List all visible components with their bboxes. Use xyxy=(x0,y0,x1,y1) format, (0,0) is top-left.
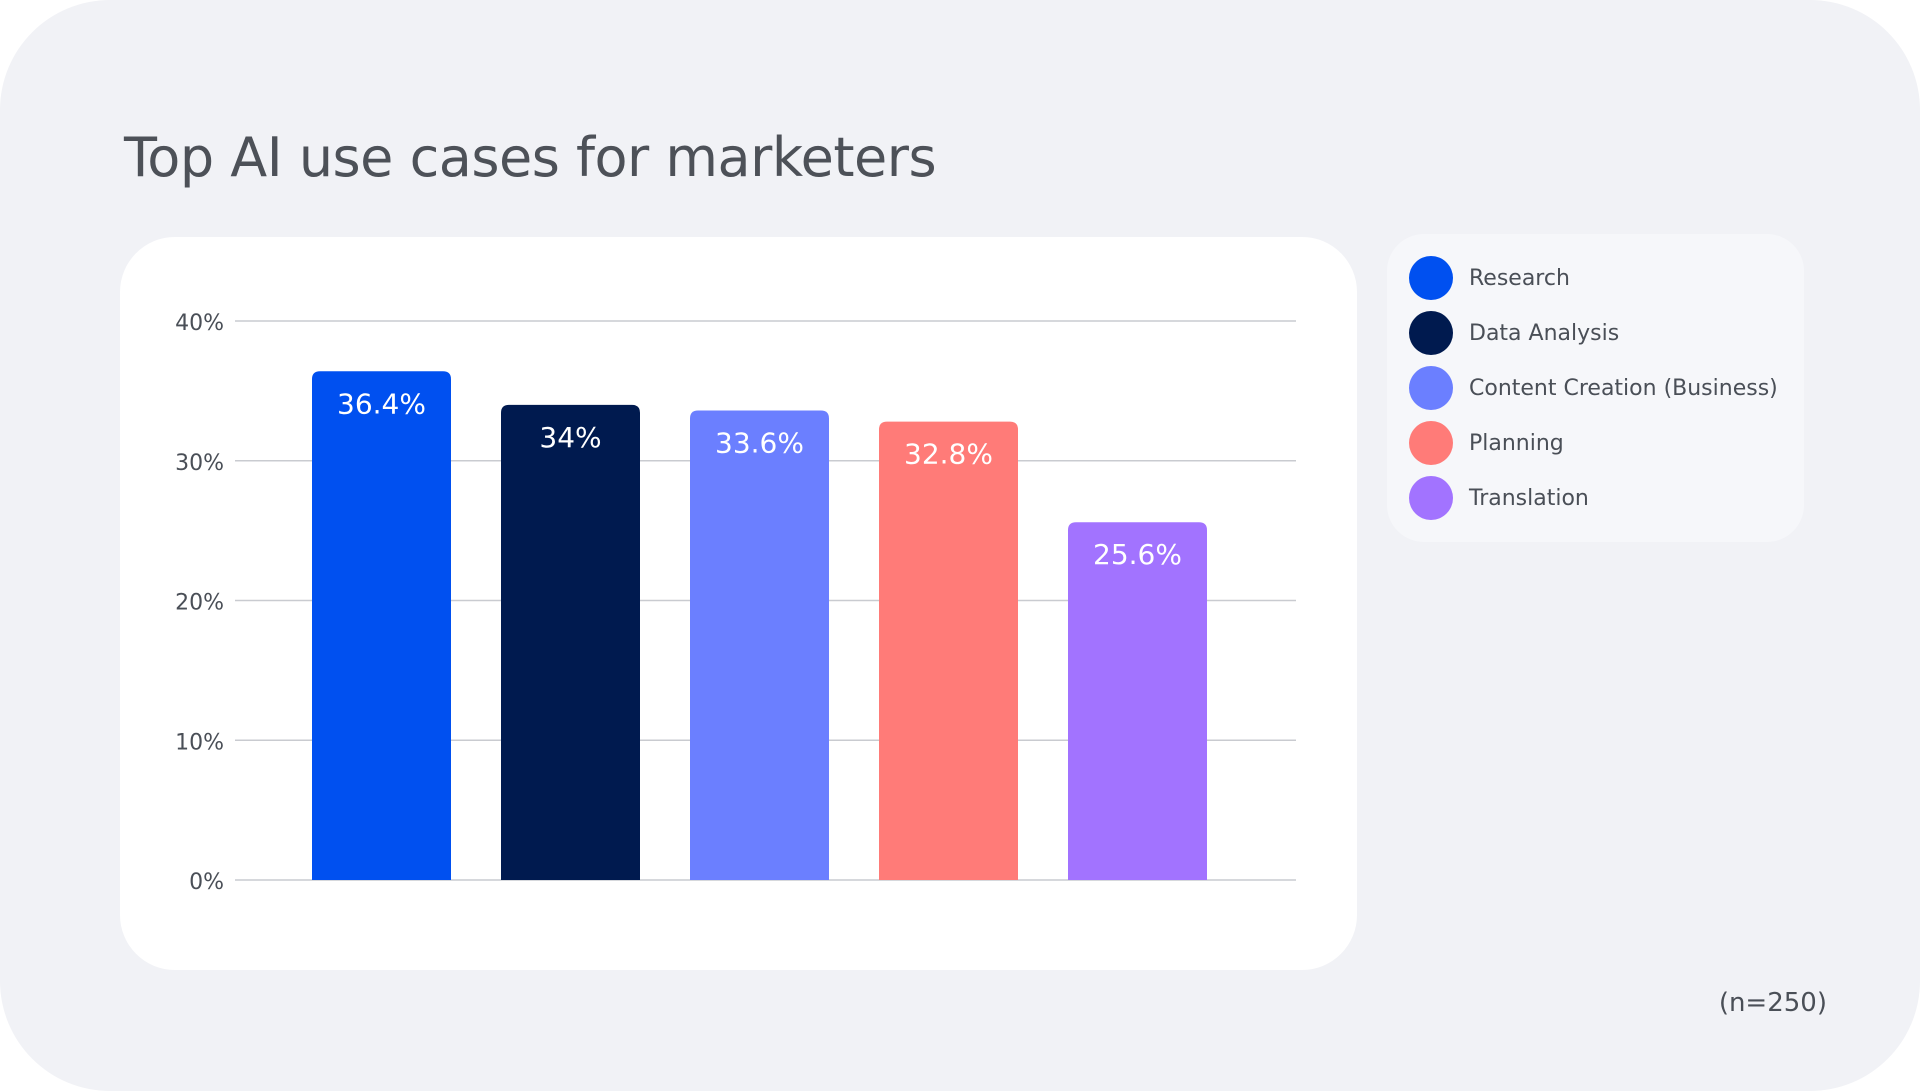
sample-size-note: (n=250) xyxy=(1718,988,1827,1018)
legend-label: Data Analysis xyxy=(1469,320,1620,346)
legend-item: Data Analysis xyxy=(1409,311,1619,355)
chart-title: Top AI use cases for marketers xyxy=(124,126,937,189)
bar-value-label: 25.6% xyxy=(1093,538,1182,571)
y-tick-label: 30% xyxy=(175,451,224,476)
legend-swatch-icon xyxy=(1409,476,1453,520)
y-tick-label: 40% xyxy=(175,311,224,336)
y-tick-label: 0% xyxy=(189,870,224,895)
legend-item: Content Creation (Business) xyxy=(1409,366,1778,410)
y-tick-label: 20% xyxy=(175,591,224,616)
bar-translation xyxy=(1068,522,1207,880)
legend: Research Data Analysis Content Creation (B… xyxy=(1387,234,1804,542)
bar-planning xyxy=(879,421,1018,880)
bar-content-creation-business xyxy=(690,410,829,880)
legend-label: Research xyxy=(1469,265,1570,291)
legend-swatch-icon xyxy=(1409,421,1453,465)
y-tick-label: 10% xyxy=(175,730,224,755)
legend-swatch-icon xyxy=(1409,366,1453,410)
bar-value-label: 36.4% xyxy=(337,387,426,420)
legend-item: Planning xyxy=(1409,421,1564,465)
legend-item: Research xyxy=(1409,256,1570,300)
bar-data-analysis xyxy=(501,404,640,880)
legend-label: Translation xyxy=(1469,485,1589,511)
bar-value-label: 33.6% xyxy=(715,426,804,459)
legend-label: Content Creation (Business) xyxy=(1469,375,1778,401)
legend-swatch-icon xyxy=(1409,311,1453,355)
legend-swatch-icon xyxy=(1409,256,1453,300)
bar-value-label: 32.8% xyxy=(904,438,993,471)
bar-research xyxy=(312,371,451,880)
legend-item: Translation xyxy=(1409,476,1589,520)
bar-value-label: 34% xyxy=(539,421,601,454)
legend-label: Planning xyxy=(1469,430,1564,456)
